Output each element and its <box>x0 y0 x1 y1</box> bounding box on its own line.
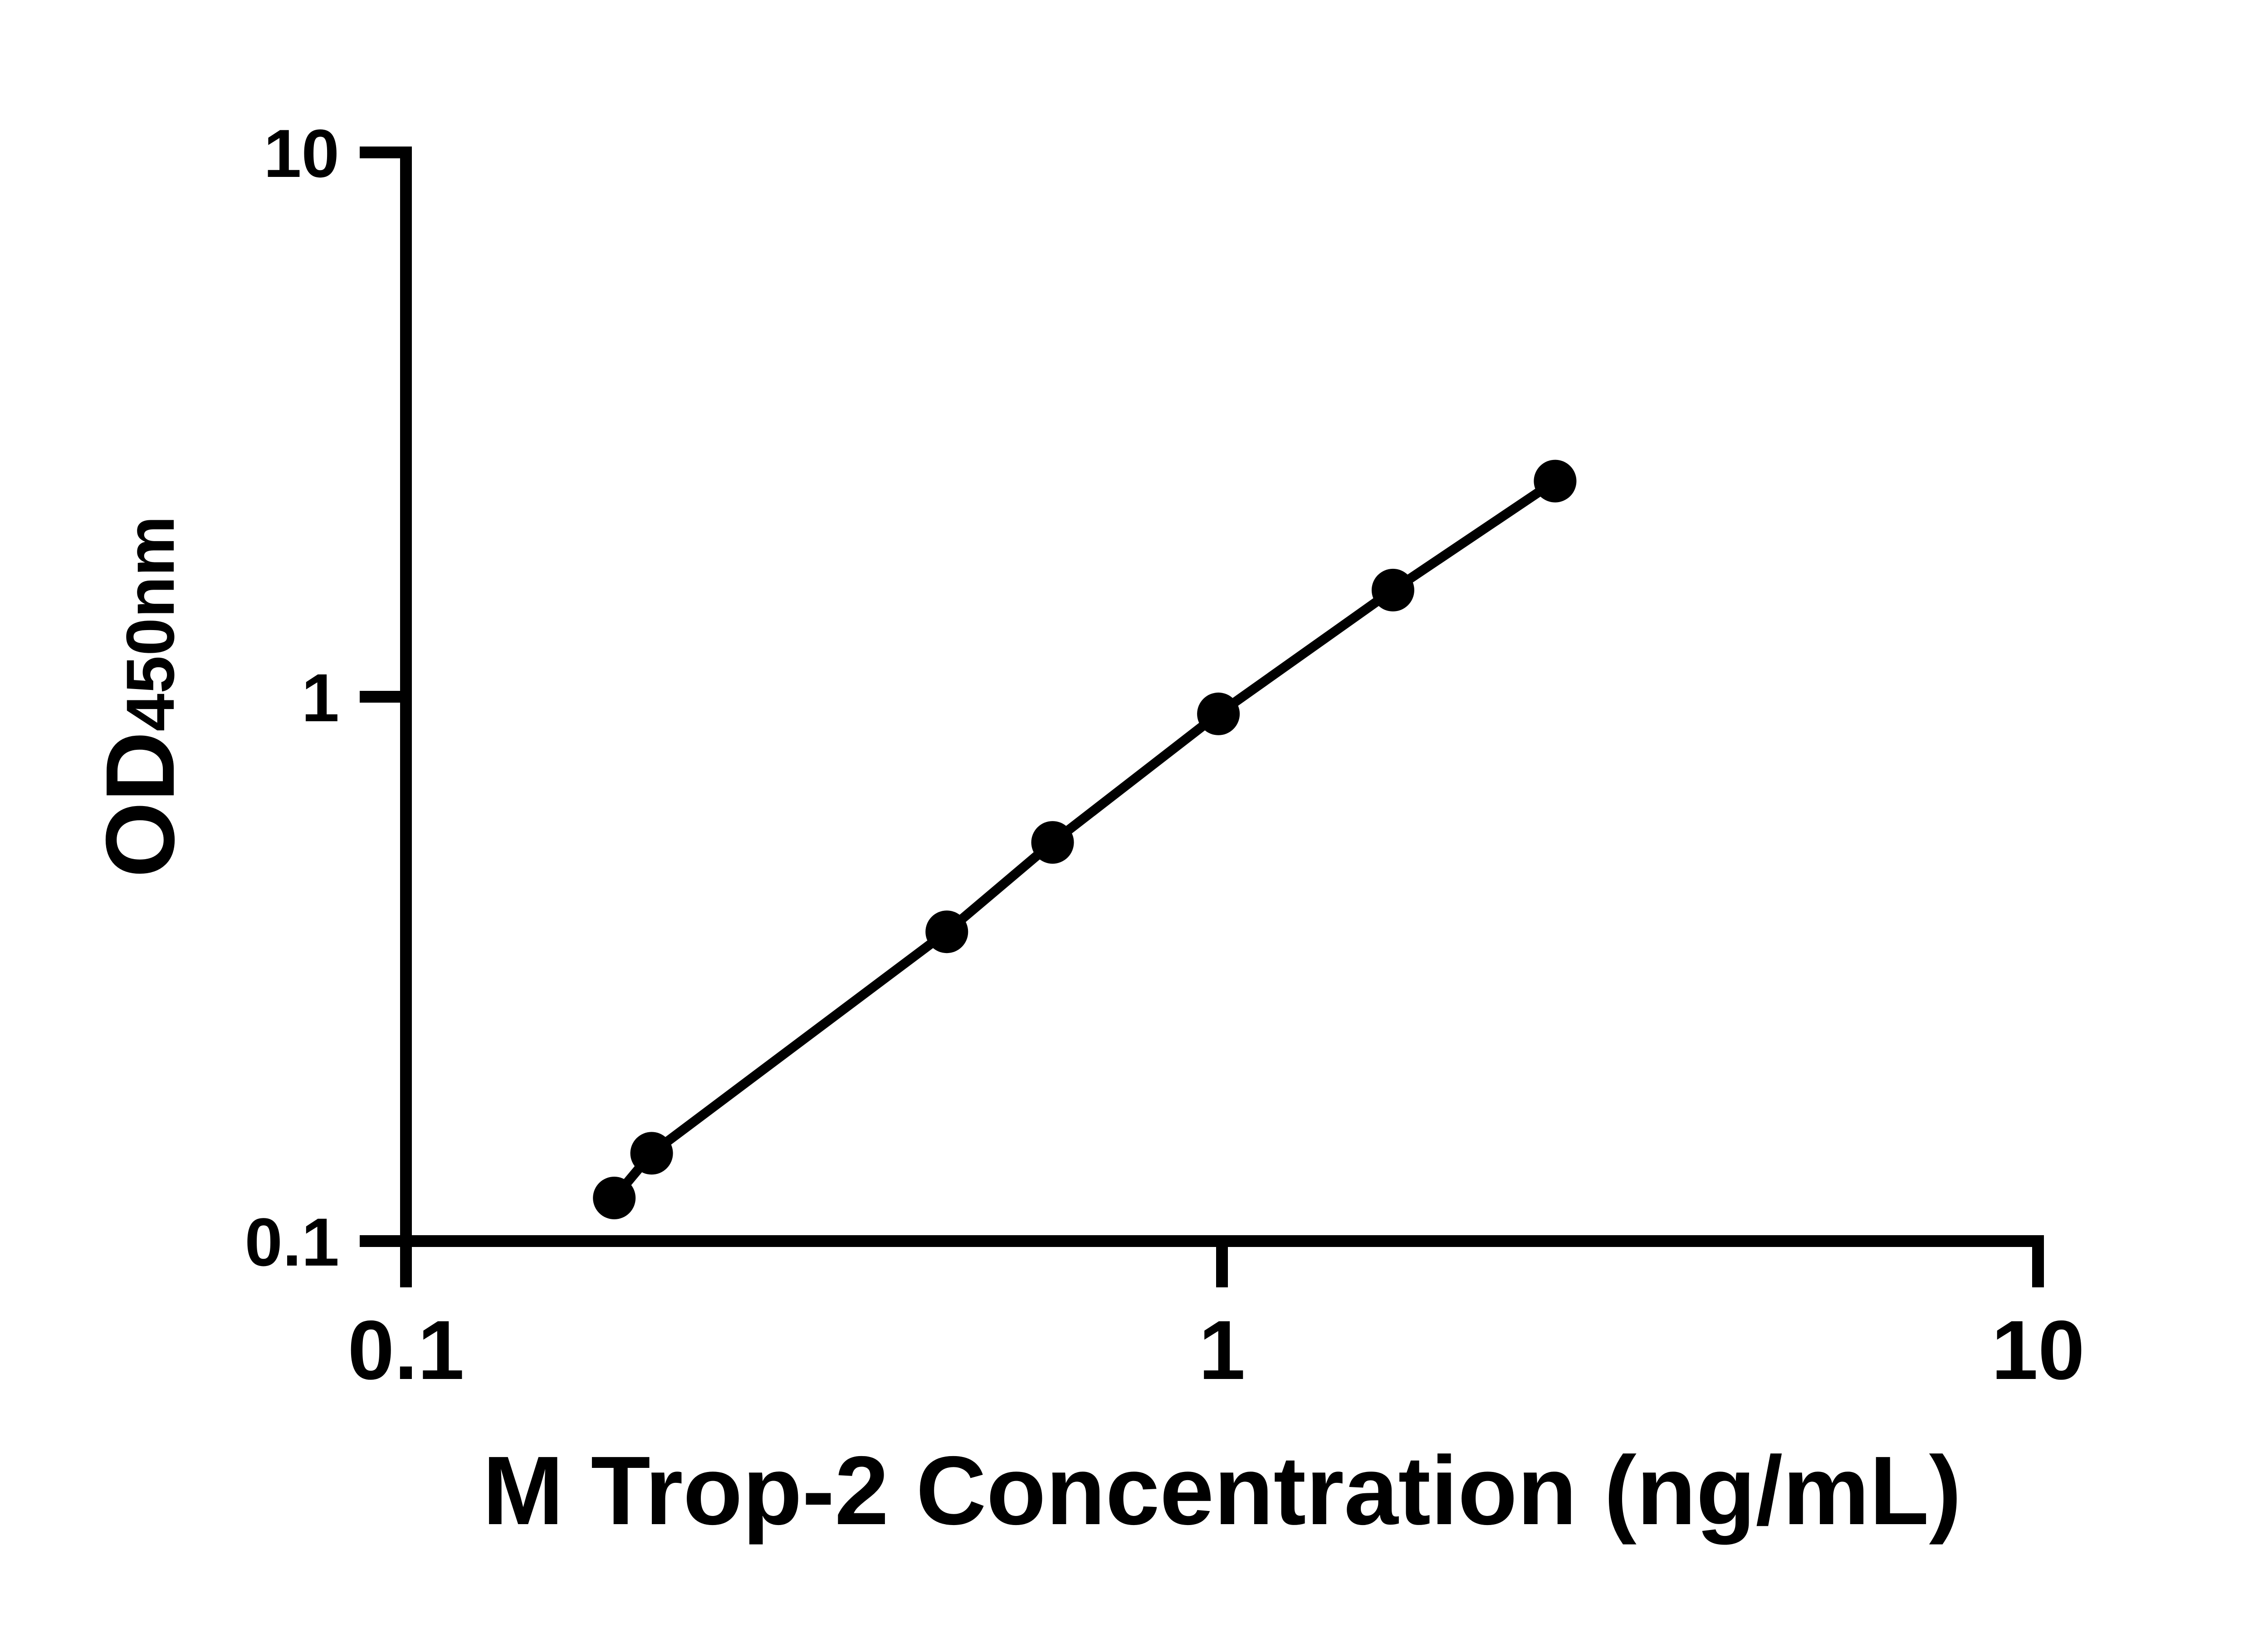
data-point <box>1031 821 1074 864</box>
x-axis-title: M Trop-2 Concentration (ng/mL) <box>483 1436 1962 1545</box>
x-tick-label-2: 10 <box>1991 1304 2085 1397</box>
data-point <box>593 1177 636 1219</box>
y-tick-label-2: 10 <box>264 115 339 191</box>
tick-labels: 0.1 1 10 0.1 1 10 <box>244 115 2084 1397</box>
y-axis-title-main: OD <box>85 731 195 878</box>
data-point <box>1534 460 1577 503</box>
axes <box>360 147 2044 1287</box>
data-points <box>593 460 1577 1219</box>
data-point <box>925 910 968 953</box>
x-tick-label-1: 1 <box>1199 1304 1246 1397</box>
y-axis-title: OD450nm <box>85 516 195 878</box>
y-tick-label-0: 0.1 <box>244 1204 339 1280</box>
x-tick-label-0: 0.1 <box>347 1304 464 1397</box>
y-tick-label-1: 1 <box>302 660 339 736</box>
data-point <box>630 1132 673 1175</box>
y-axis-title-subscript: 450nm <box>112 516 188 731</box>
data-point <box>1197 692 1240 735</box>
data-point <box>1371 568 1414 611</box>
